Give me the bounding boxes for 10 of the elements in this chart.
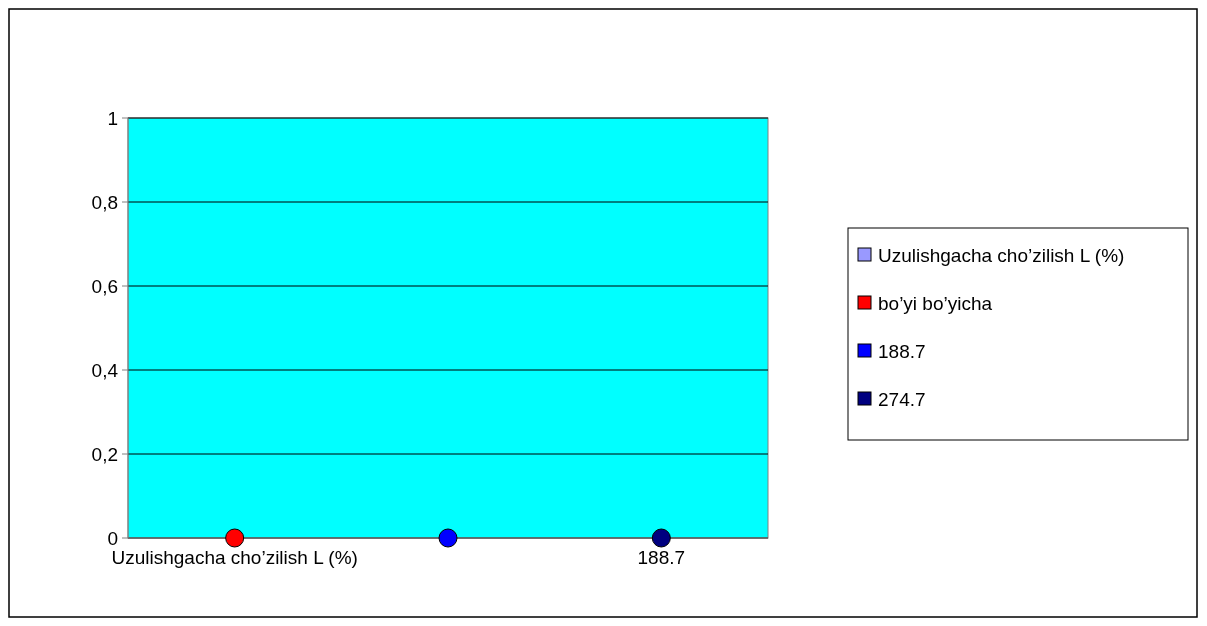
- y-tick-label: 0,2: [91, 443, 118, 465]
- y-tick-label: 0,6: [91, 275, 118, 297]
- legend-label: bo’yi bo’yicha: [878, 292, 993, 314]
- legend-label: Uzulishgacha cho’zilish L (%): [878, 244, 1125, 266]
- y-tick-label: 0: [107, 527, 118, 549]
- y-tick-label: 0,8: [91, 191, 118, 213]
- legend-label: 188.7: [878, 340, 926, 362]
- legend-label: 274.7: [878, 388, 926, 410]
- y-tick-label: 1: [107, 107, 118, 129]
- y-tick-label: 0,4: [91, 359, 119, 381]
